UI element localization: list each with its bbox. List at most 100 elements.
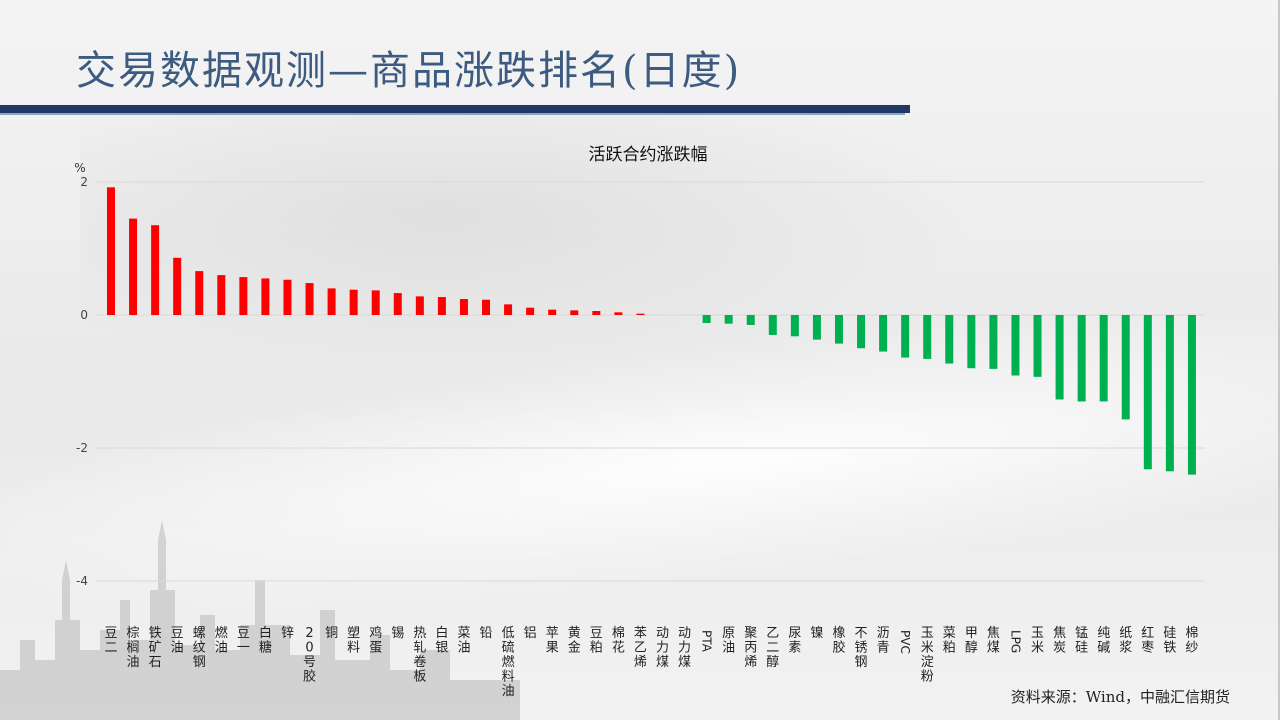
x-tick-label: 菜油 bbox=[457, 626, 470, 656]
bar bbox=[371, 290, 380, 315]
x-tick-label: 铝 bbox=[524, 626, 537, 641]
x-tick-label: 豆粕 bbox=[590, 626, 603, 656]
bar bbox=[305, 283, 314, 315]
x-tick-label: 低硫燃料油 bbox=[502, 626, 515, 699]
bar bbox=[283, 279, 292, 315]
x-tick-label: 玉米淀粉 bbox=[921, 626, 934, 685]
bar bbox=[151, 225, 160, 315]
x-tick-label: 燃油 bbox=[215, 625, 228, 656]
title-underline-thin bbox=[0, 113, 905, 115]
bar bbox=[570, 310, 579, 315]
bar bbox=[482, 299, 491, 315]
bar bbox=[768, 315, 777, 335]
x-tick-label: 豆油 bbox=[171, 626, 184, 656]
x-tick-label: 苹果 bbox=[546, 626, 559, 656]
x-tick-label: 焦煤 bbox=[987, 626, 1000, 656]
bar bbox=[614, 312, 623, 315]
x-tick-label: 玉米 bbox=[1031, 626, 1044, 656]
bar bbox=[173, 257, 182, 315]
bar bbox=[1187, 315, 1196, 475]
bar bbox=[526, 307, 535, 315]
bar bbox=[437, 297, 446, 315]
x-tick-label: 锰硅 bbox=[1075, 626, 1088, 656]
x-tick-label: 白银 bbox=[435, 625, 448, 656]
bar bbox=[217, 275, 226, 315]
x-axis-labels: 豆二棕榈油铁矿石豆油螺纹钢燃油豆一白糖锌 2 0 号胶铜 塑料鸡蛋锡 热轧卷板白银菜油铅低… bbox=[104, 625, 1198, 699]
bar bbox=[879, 315, 888, 352]
bar bbox=[504, 304, 513, 315]
bar bbox=[459, 299, 468, 315]
x-tick-label: 塑料 bbox=[347, 626, 360, 656]
x-tick-label: 苯乙烯 bbox=[634, 626, 647, 670]
y-tick-label: -4 bbox=[76, 574, 88, 588]
bar bbox=[945, 315, 954, 364]
x-tick-label: 2 0 号胶 bbox=[303, 626, 316, 685]
x-tick-label: 棉花 bbox=[612, 626, 625, 656]
bar bbox=[548, 309, 557, 315]
bar bbox=[1143, 315, 1152, 470]
bar bbox=[857, 315, 866, 349]
x-tick-label: 橡胶 bbox=[832, 626, 845, 656]
x-tick-label: 甲醇 bbox=[965, 626, 978, 656]
x-tick-label: 热轧卷板 bbox=[413, 626, 426, 685]
bar bbox=[195, 271, 204, 315]
x-tick-label: 纸浆 bbox=[1119, 626, 1132, 656]
x-tick-label: 硅铁 bbox=[1163, 626, 1176, 656]
bar bbox=[349, 289, 358, 315]
slide-title: 交易数据观测—商品涨跌排名(日度) bbox=[76, 48, 742, 94]
bar bbox=[746, 315, 755, 325]
y-tick-label: 2 bbox=[80, 175, 88, 189]
x-tick-label: 镍 bbox=[810, 626, 823, 641]
x-tick-label: 铁矿石 bbox=[149, 626, 162, 670]
x-tick-label: LPG bbox=[1008, 630, 1022, 653]
x-tick-label: 黄金 bbox=[568, 626, 581, 656]
bar bbox=[1055, 315, 1064, 400]
bar bbox=[812, 315, 821, 340]
bar bbox=[1033, 315, 1042, 377]
x-tick-label: 铅 bbox=[480, 626, 493, 641]
bar bbox=[129, 218, 138, 315]
bar bbox=[1099, 315, 1108, 402]
bar bbox=[967, 315, 976, 369]
x-tick-label: 豆二 bbox=[104, 626, 117, 656]
x-tick-label: 锌 bbox=[281, 626, 294, 641]
x-tick-label: 动力煤 bbox=[678, 626, 691, 670]
x-tick-label: 聚丙烯 bbox=[744, 626, 757, 670]
y-axis: 2 0 -2 -4 bbox=[76, 175, 88, 588]
chart-bars bbox=[107, 187, 1196, 475]
chart-title: 活跃合约涨跌幅 bbox=[589, 145, 708, 165]
bar bbox=[1165, 315, 1174, 472]
slide-right-border bbox=[1278, 0, 1280, 720]
bar bbox=[327, 288, 336, 315]
x-tick-label: 动力煤 bbox=[656, 626, 669, 670]
x-tick-label: 不锈钢 bbox=[855, 626, 868, 670]
bar bbox=[1077, 315, 1086, 402]
y-axis-unit-label: % bbox=[74, 161, 85, 175]
x-tick-label: 纯碱 bbox=[1097, 626, 1110, 656]
bar bbox=[901, 315, 910, 358]
bar bbox=[636, 313, 645, 315]
bar bbox=[923, 315, 932, 359]
x-tick-label: 锡 bbox=[391, 626, 404, 641]
x-tick-label: 菜粕 bbox=[943, 626, 956, 656]
x-tick-label: 原油 bbox=[722, 626, 735, 656]
x-tick-label: PVC bbox=[898, 630, 912, 654]
bar bbox=[834, 315, 843, 344]
bar bbox=[592, 311, 601, 315]
x-tick-label: 尿素 bbox=[788, 626, 801, 656]
x-tick-label: 豆一 bbox=[237, 626, 250, 656]
x-tick-label: 焦炭 bbox=[1053, 626, 1066, 656]
title-underline-bar bbox=[0, 105, 910, 113]
x-tick-label: 棕榈油 bbox=[127, 626, 140, 670]
data-source-note: 资料来源：Wind，中融汇信期货 bbox=[1010, 688, 1230, 706]
chart-gridlines bbox=[96, 181, 1205, 582]
bar bbox=[239, 277, 248, 315]
bar bbox=[989, 315, 998, 369]
bar bbox=[724, 315, 733, 324]
x-tick-label: 棉纱 bbox=[1185, 626, 1198, 656]
x-tick-label: 螺纹钢 bbox=[193, 626, 206, 670]
y-tick-label: -2 bbox=[76, 441, 88, 455]
x-tick-label: 铜 bbox=[325, 626, 338, 641]
